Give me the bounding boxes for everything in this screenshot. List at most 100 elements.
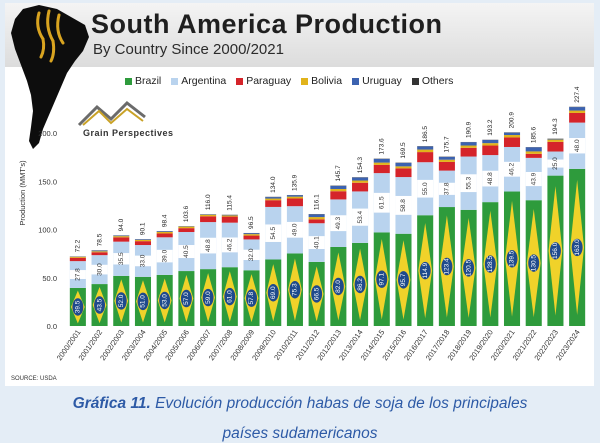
bar-segment-uruguay: [395, 163, 411, 166]
total-value-label: 200.9: [509, 112, 516, 129]
bar-segment-bolivia: [352, 181, 368, 183]
bar-segment-paraguay: [243, 236, 259, 240]
total-value-label: 90.1: [140, 222, 147, 235]
brazil-value-label: 114.9: [422, 262, 429, 278]
brazil-value-label: 61.0: [227, 290, 234, 303]
bar-segment-uruguay: [504, 133, 520, 135]
total-value-label: 190.9: [465, 121, 472, 138]
brazil-value-label: 139.5: [509, 250, 516, 267]
bar-segment-uruguay: [374, 159, 390, 163]
bar-segment-paraguay: [135, 241, 151, 245]
bar-segment-bolivia: [395, 166, 411, 168]
argentina-value-label: 55.0: [422, 182, 429, 195]
bar-segment-bolivia: [504, 135, 520, 137]
bar-segment-bolivia: [135, 240, 151, 241]
total-value-label: 115.4: [227, 195, 234, 211]
total-value-label: 72.2: [75, 239, 82, 252]
y-axis-label: Production (MMT's): [18, 160, 27, 226]
bar-segment-paraguay: [504, 137, 520, 147]
brazil-value-label: 97.1: [378, 272, 385, 285]
argentina-value-label: 58.8: [400, 199, 407, 212]
bar-segment-uruguay: [243, 233, 259, 234]
bar-segment-bolivia: [157, 232, 173, 233]
total-value-label: 185.6: [530, 126, 537, 143]
bar-segment-bolivia: [547, 140, 563, 142]
bar-segment-bolivia: [243, 234, 259, 235]
brazil-value-label: 57.0: [183, 292, 190, 305]
brazil-value-label: 120.5: [465, 259, 472, 276]
argentina-value-label: 25.0: [552, 157, 559, 170]
argentina-value-label: 27.8: [75, 268, 82, 281]
brazil-value-label: 43.5: [96, 298, 103, 311]
brazil-value-label: 95.7: [400, 273, 407, 286]
bar-segment-uruguay: [157, 231, 173, 232]
brazil-value-label: 75.3: [292, 283, 299, 296]
bar-segment-bolivia: [92, 251, 108, 252]
total-value-label: 98.4: [161, 214, 168, 227]
argentina-value-label: 43.9: [530, 172, 537, 185]
bar-segment-paraguay: [417, 152, 433, 162]
argentina-value-label: 35.5: [118, 252, 125, 265]
total-value-label: 193.2: [487, 119, 494, 136]
argentina-value-label: 61.5: [378, 196, 385, 209]
bar-segment-uruguay: [569, 107, 585, 110]
total-value-label: 116.0: [205, 194, 212, 210]
bar-segment-paraguay: [92, 252, 108, 255]
bar-segment-bolivia: [526, 151, 542, 153]
caption-text: Evolución producción habas de soja de lo…: [151, 395, 528, 412]
bar-segment-paraguay: [547, 142, 563, 152]
caption-label: Gráfica 11.: [73, 395, 151, 412]
chart-card: South America Production By Country Sinc…: [5, 3, 594, 386]
total-value-label: 116.1: [313, 194, 320, 210]
bar-segment-bolivia: [309, 217, 325, 219]
argentina-value-label: 54.5: [270, 227, 277, 240]
bar-segment-paraguay: [374, 165, 390, 173]
bar-segment-paraguay: [70, 258, 86, 261]
argentina-value-label: 46.2: [509, 163, 516, 176]
y-tick-label: 200.0: [38, 129, 57, 138]
argentina-value-label: 32.0: [248, 248, 255, 261]
total-value-label: 78.5: [96, 233, 103, 246]
brazil-value-label: 52.0: [118, 294, 125, 307]
bar-segment-paraguay: [113, 237, 129, 241]
total-value-label: 154.3: [357, 157, 364, 174]
brazil-value-label: 51.0: [140, 295, 147, 308]
bar-segment-uruguay: [482, 140, 498, 143]
argentina-value-label: 48.8: [487, 172, 494, 185]
bar-segment-bolivia: [374, 163, 390, 165]
brazil-value-label: 86.2: [357, 278, 364, 291]
bar-segment-bolivia: [330, 189, 346, 191]
total-value-label: 227.4: [574, 86, 581, 103]
bar-segment-uruguay: [526, 147, 542, 151]
bar-segment-bolivia: [287, 197, 303, 199]
brazil-value-label: 57.8: [248, 291, 255, 304]
bar-segment-paraguay: [178, 228, 194, 232]
bar-segment-paraguay: [526, 154, 542, 158]
total-value-label: 134.0: [270, 176, 277, 193]
source-note: SOURCE: USDA: [11, 376, 57, 382]
bar-segment-paraguay: [330, 191, 346, 199]
argentina-value-label: 49.3: [335, 216, 342, 229]
bar-segment-paraguay: [352, 183, 368, 192]
brazil-value-label: 82.0: [335, 280, 342, 293]
total-value-label: 135.9: [292, 174, 299, 191]
bar-segment-bolivia: [417, 150, 433, 153]
argentina-value-label: 49.0: [292, 223, 299, 236]
bar-segment-paraguay: [569, 113, 585, 123]
bar-segment-uruguay: [113, 236, 129, 237]
brazil-value-label: 156.0: [552, 242, 559, 259]
brazil-value-label: 66.5: [313, 287, 320, 300]
bar-segment-uruguay: [135, 239, 151, 240]
total-value-label: 186.5: [422, 126, 429, 143]
bar-segment-uruguay: [309, 214, 325, 217]
argentina-value-label: 39.0: [161, 249, 168, 262]
bar-segment-paraguay: [157, 233, 173, 237]
bar-segment-paraguay: [200, 216, 216, 222]
bar-segment-bolivia: [113, 236, 129, 237]
argentina-value-label: 40.1: [313, 236, 320, 249]
bar-segment-uruguay: [92, 251, 108, 252]
bar-segment-uruguay: [461, 142, 477, 145]
brazil-value-label: 123.4: [444, 258, 451, 275]
bar-segment-paraguay: [482, 146, 498, 156]
argentina-value-label: 48.8: [205, 239, 212, 252]
